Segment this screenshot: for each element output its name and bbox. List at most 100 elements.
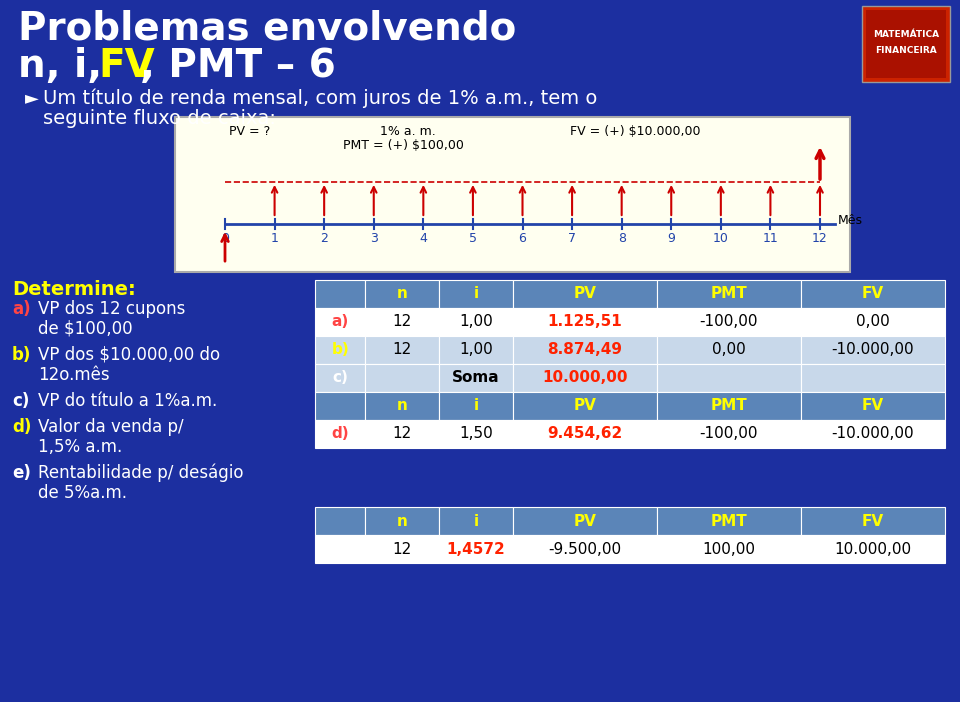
- Bar: [801, 507, 945, 535]
- Text: PMT: PMT: [710, 513, 747, 529]
- Text: de 5%a.m.: de 5%a.m.: [38, 484, 127, 502]
- Bar: [657, 535, 801, 563]
- Text: a): a): [331, 314, 348, 329]
- Bar: [315, 336, 365, 364]
- Text: Rentabilidade p/ deságio: Rentabilidade p/ deságio: [38, 464, 244, 482]
- Text: i: i: [473, 399, 478, 413]
- Bar: [513, 507, 657, 535]
- Text: c): c): [332, 371, 348, 385]
- Bar: [315, 392, 365, 420]
- Text: 10: 10: [713, 232, 729, 245]
- Text: n: n: [396, 513, 408, 529]
- Text: FV = (+) $10.000,00: FV = (+) $10.000,00: [570, 125, 701, 138]
- Bar: [657, 308, 801, 336]
- Bar: [439, 420, 513, 448]
- Bar: [439, 507, 513, 535]
- Text: Determine:: Determine:: [12, 280, 135, 299]
- Bar: [439, 535, 513, 563]
- Text: -10.000,00: -10.000,00: [831, 427, 914, 442]
- Bar: [513, 280, 657, 308]
- Text: d): d): [12, 418, 32, 436]
- Text: Soma: Soma: [452, 371, 499, 385]
- Text: PMT: PMT: [710, 286, 747, 301]
- Text: 12: 12: [812, 232, 828, 245]
- Bar: [657, 280, 801, 308]
- Text: -10.000,00: -10.000,00: [831, 343, 914, 357]
- Text: 11: 11: [762, 232, 779, 245]
- Bar: [657, 392, 801, 420]
- Text: 1.125,51: 1.125,51: [547, 314, 622, 329]
- Text: 1,5% a.m.: 1,5% a.m.: [38, 438, 122, 456]
- Bar: [365, 507, 439, 535]
- Text: 5: 5: [468, 232, 477, 245]
- Text: 1% a. m.: 1% a. m.: [380, 125, 436, 138]
- Text: n: n: [396, 399, 408, 413]
- Text: PV: PV: [573, 399, 596, 413]
- Text: n: n: [396, 286, 408, 301]
- Text: b): b): [12, 346, 32, 364]
- Bar: [657, 364, 801, 392]
- Bar: [365, 392, 439, 420]
- Bar: [513, 392, 657, 420]
- Bar: [439, 308, 513, 336]
- Text: 12o.mês: 12o.mês: [38, 366, 109, 384]
- Bar: [657, 420, 801, 448]
- Text: e): e): [331, 541, 348, 557]
- Bar: [657, 507, 801, 535]
- Text: FV: FV: [98, 47, 155, 85]
- Text: PV: PV: [573, 286, 596, 301]
- Text: FINANCEIRA: FINANCEIRA: [876, 46, 937, 55]
- Text: ►: ►: [25, 89, 38, 107]
- Bar: [862, 6, 950, 82]
- Text: c): c): [12, 392, 30, 410]
- Text: 12: 12: [393, 541, 412, 557]
- Text: 9: 9: [667, 232, 675, 245]
- Bar: [315, 280, 365, 308]
- Text: d): d): [331, 427, 348, 442]
- Text: 8: 8: [617, 232, 626, 245]
- Text: b): b): [331, 343, 349, 357]
- Text: 12: 12: [393, 314, 412, 329]
- Bar: [365, 308, 439, 336]
- Bar: [439, 364, 513, 392]
- Text: a): a): [12, 300, 31, 318]
- Bar: [801, 336, 945, 364]
- Text: PV = ?: PV = ?: [229, 125, 271, 138]
- Text: seguinte fluxo de caixa:: seguinte fluxo de caixa:: [43, 109, 276, 128]
- Text: 4: 4: [420, 232, 427, 245]
- Bar: [801, 308, 945, 336]
- Text: 8.874,49: 8.874,49: [547, 343, 622, 357]
- Text: Mês: Mês: [838, 215, 863, 227]
- Text: FV: FV: [862, 399, 884, 413]
- Text: 9.454,62: 9.454,62: [547, 427, 622, 442]
- Text: 1,00: 1,00: [459, 343, 492, 357]
- Text: PV: PV: [573, 513, 596, 529]
- Text: -100,00: -100,00: [700, 314, 758, 329]
- Text: PMT: PMT: [710, 399, 747, 413]
- Text: VP dos 12 cupons: VP dos 12 cupons: [38, 300, 185, 318]
- Bar: [801, 420, 945, 448]
- Text: PMT = (+) $100,00: PMT = (+) $100,00: [343, 139, 464, 152]
- Bar: [866, 10, 946, 78]
- Text: 0,00: 0,00: [712, 343, 746, 357]
- Text: 6: 6: [518, 232, 526, 245]
- Text: 10.000,00: 10.000,00: [542, 371, 628, 385]
- Text: -9.500,00: -9.500,00: [548, 541, 621, 557]
- Bar: [801, 280, 945, 308]
- Bar: [365, 420, 439, 448]
- Text: 10.000,00: 10.000,00: [834, 541, 911, 557]
- Text: 0: 0: [221, 232, 229, 245]
- Text: 0,00: 0,00: [856, 314, 890, 329]
- Text: e): e): [12, 464, 31, 482]
- Bar: [439, 336, 513, 364]
- Bar: [365, 364, 439, 392]
- Bar: [513, 535, 657, 563]
- Bar: [315, 535, 365, 563]
- Bar: [657, 336, 801, 364]
- Bar: [513, 420, 657, 448]
- Bar: [315, 507, 365, 535]
- Text: 100,00: 100,00: [703, 541, 756, 557]
- Text: 7: 7: [568, 232, 576, 245]
- Bar: [315, 364, 365, 392]
- Text: Valor da venda p/: Valor da venda p/: [38, 418, 183, 436]
